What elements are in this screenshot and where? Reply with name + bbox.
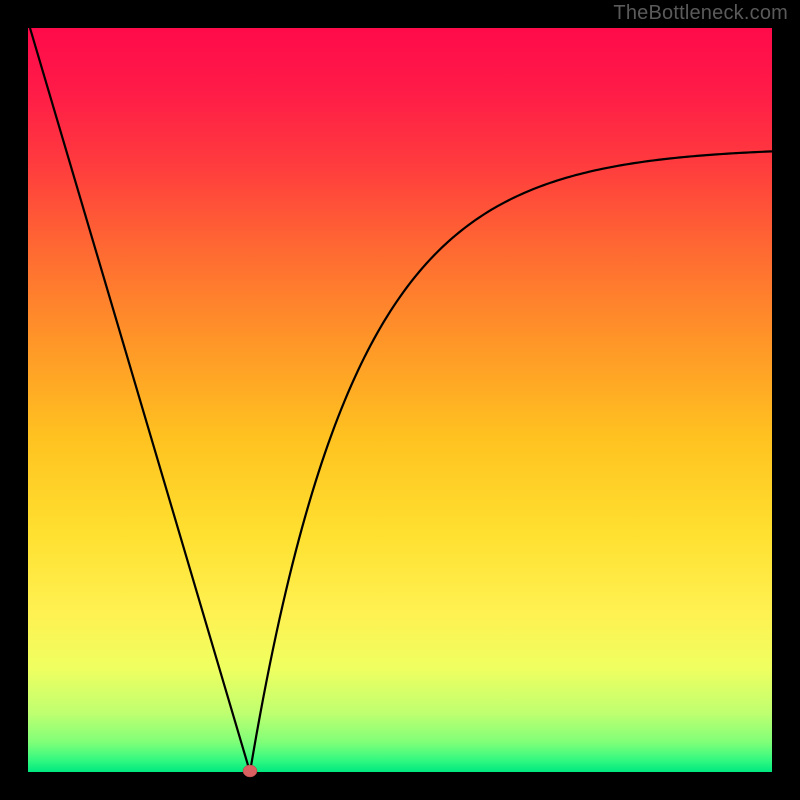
watermark: TheBottleneck.com (613, 2, 788, 25)
chart-svg (0, 0, 800, 800)
chart-container: TheBottleneck.com (0, 0, 800, 800)
minimum-marker (243, 765, 257, 777)
